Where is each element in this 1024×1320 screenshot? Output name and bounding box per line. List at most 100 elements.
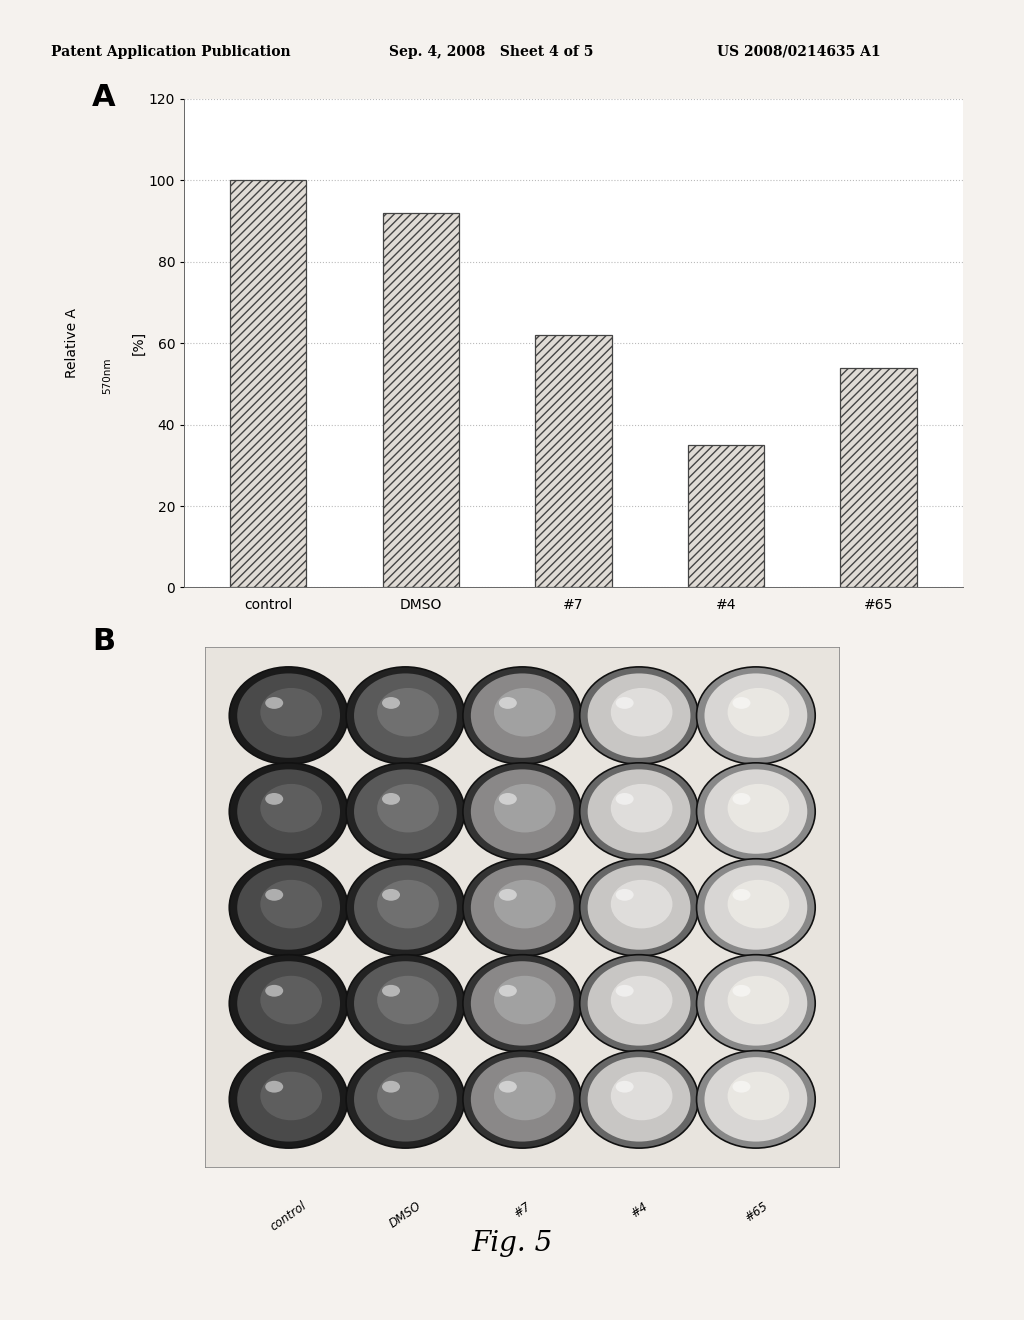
Ellipse shape	[610, 880, 673, 928]
Ellipse shape	[696, 954, 815, 1052]
Ellipse shape	[499, 985, 517, 997]
Ellipse shape	[229, 763, 348, 861]
Ellipse shape	[728, 1072, 790, 1121]
Ellipse shape	[494, 880, 556, 928]
Ellipse shape	[265, 888, 284, 900]
Text: #65: #65	[742, 1200, 770, 1225]
Ellipse shape	[728, 975, 790, 1024]
Ellipse shape	[610, 688, 673, 737]
Ellipse shape	[499, 793, 517, 805]
Ellipse shape	[265, 697, 284, 709]
Text: A: A	[92, 83, 116, 112]
Text: Fig. 5: Fig. 5	[471, 1230, 553, 1257]
Ellipse shape	[705, 1057, 807, 1142]
Ellipse shape	[705, 866, 807, 949]
Ellipse shape	[610, 975, 673, 1024]
Text: B: B	[92, 627, 116, 656]
Ellipse shape	[260, 975, 322, 1024]
Ellipse shape	[732, 888, 751, 900]
Ellipse shape	[588, 866, 690, 949]
Ellipse shape	[728, 688, 790, 737]
Ellipse shape	[494, 688, 556, 737]
Text: Relative A: Relative A	[65, 308, 79, 379]
Ellipse shape	[463, 859, 582, 956]
Ellipse shape	[499, 697, 517, 709]
Ellipse shape	[705, 770, 807, 854]
Bar	[383, 213, 459, 587]
Ellipse shape	[377, 688, 439, 737]
Ellipse shape	[696, 763, 815, 861]
Ellipse shape	[229, 859, 348, 956]
Ellipse shape	[732, 697, 751, 709]
Ellipse shape	[615, 985, 634, 997]
Ellipse shape	[260, 784, 322, 833]
Ellipse shape	[463, 667, 582, 764]
Ellipse shape	[346, 667, 465, 764]
Ellipse shape	[494, 975, 556, 1024]
Ellipse shape	[471, 770, 573, 854]
Ellipse shape	[732, 1081, 751, 1093]
Ellipse shape	[346, 954, 465, 1052]
Ellipse shape	[580, 1051, 698, 1148]
Ellipse shape	[580, 859, 698, 956]
Ellipse shape	[265, 1081, 284, 1093]
Ellipse shape	[580, 763, 698, 861]
Ellipse shape	[377, 880, 439, 928]
Ellipse shape	[588, 770, 690, 854]
Ellipse shape	[238, 673, 340, 758]
Ellipse shape	[265, 793, 284, 805]
Ellipse shape	[238, 1057, 340, 1142]
Ellipse shape	[354, 673, 457, 758]
Ellipse shape	[471, 961, 573, 1045]
Text: Sep. 4, 2008   Sheet 4 of 5: Sep. 4, 2008 Sheet 4 of 5	[389, 45, 594, 59]
Ellipse shape	[580, 954, 698, 1052]
Ellipse shape	[696, 859, 815, 956]
Ellipse shape	[463, 954, 582, 1052]
Ellipse shape	[705, 673, 807, 758]
Bar	[536, 335, 611, 587]
Ellipse shape	[471, 866, 573, 949]
Ellipse shape	[382, 888, 400, 900]
Ellipse shape	[696, 1051, 815, 1148]
Ellipse shape	[382, 793, 400, 805]
Ellipse shape	[354, 866, 457, 949]
Ellipse shape	[377, 975, 439, 1024]
Ellipse shape	[588, 961, 690, 1045]
Ellipse shape	[588, 673, 690, 758]
Ellipse shape	[615, 888, 634, 900]
Ellipse shape	[346, 763, 465, 861]
Ellipse shape	[229, 954, 348, 1052]
Text: #7: #7	[511, 1200, 534, 1220]
Ellipse shape	[229, 1051, 348, 1148]
Ellipse shape	[354, 770, 457, 854]
Ellipse shape	[610, 784, 673, 833]
Ellipse shape	[728, 784, 790, 833]
Ellipse shape	[732, 985, 751, 997]
Ellipse shape	[238, 866, 340, 949]
Ellipse shape	[354, 1057, 457, 1142]
Ellipse shape	[354, 961, 457, 1045]
Ellipse shape	[696, 667, 815, 764]
Ellipse shape	[346, 859, 465, 956]
Ellipse shape	[615, 1081, 634, 1093]
Ellipse shape	[382, 1081, 400, 1093]
Ellipse shape	[494, 784, 556, 833]
FancyBboxPatch shape	[205, 647, 840, 1168]
Bar	[230, 181, 306, 587]
Ellipse shape	[705, 961, 807, 1045]
Ellipse shape	[463, 763, 582, 861]
Bar	[841, 367, 916, 587]
Text: #4: #4	[628, 1200, 650, 1220]
Ellipse shape	[382, 985, 400, 997]
Bar	[688, 445, 764, 587]
Ellipse shape	[260, 1072, 322, 1121]
Ellipse shape	[377, 784, 439, 833]
Ellipse shape	[238, 961, 340, 1045]
Text: control: control	[268, 1200, 309, 1234]
Text: DMSO: DMSO	[387, 1200, 424, 1230]
Ellipse shape	[471, 1057, 573, 1142]
Ellipse shape	[588, 1057, 690, 1142]
Text: [%]: [%]	[131, 331, 145, 355]
Ellipse shape	[728, 880, 790, 928]
Ellipse shape	[732, 793, 751, 805]
